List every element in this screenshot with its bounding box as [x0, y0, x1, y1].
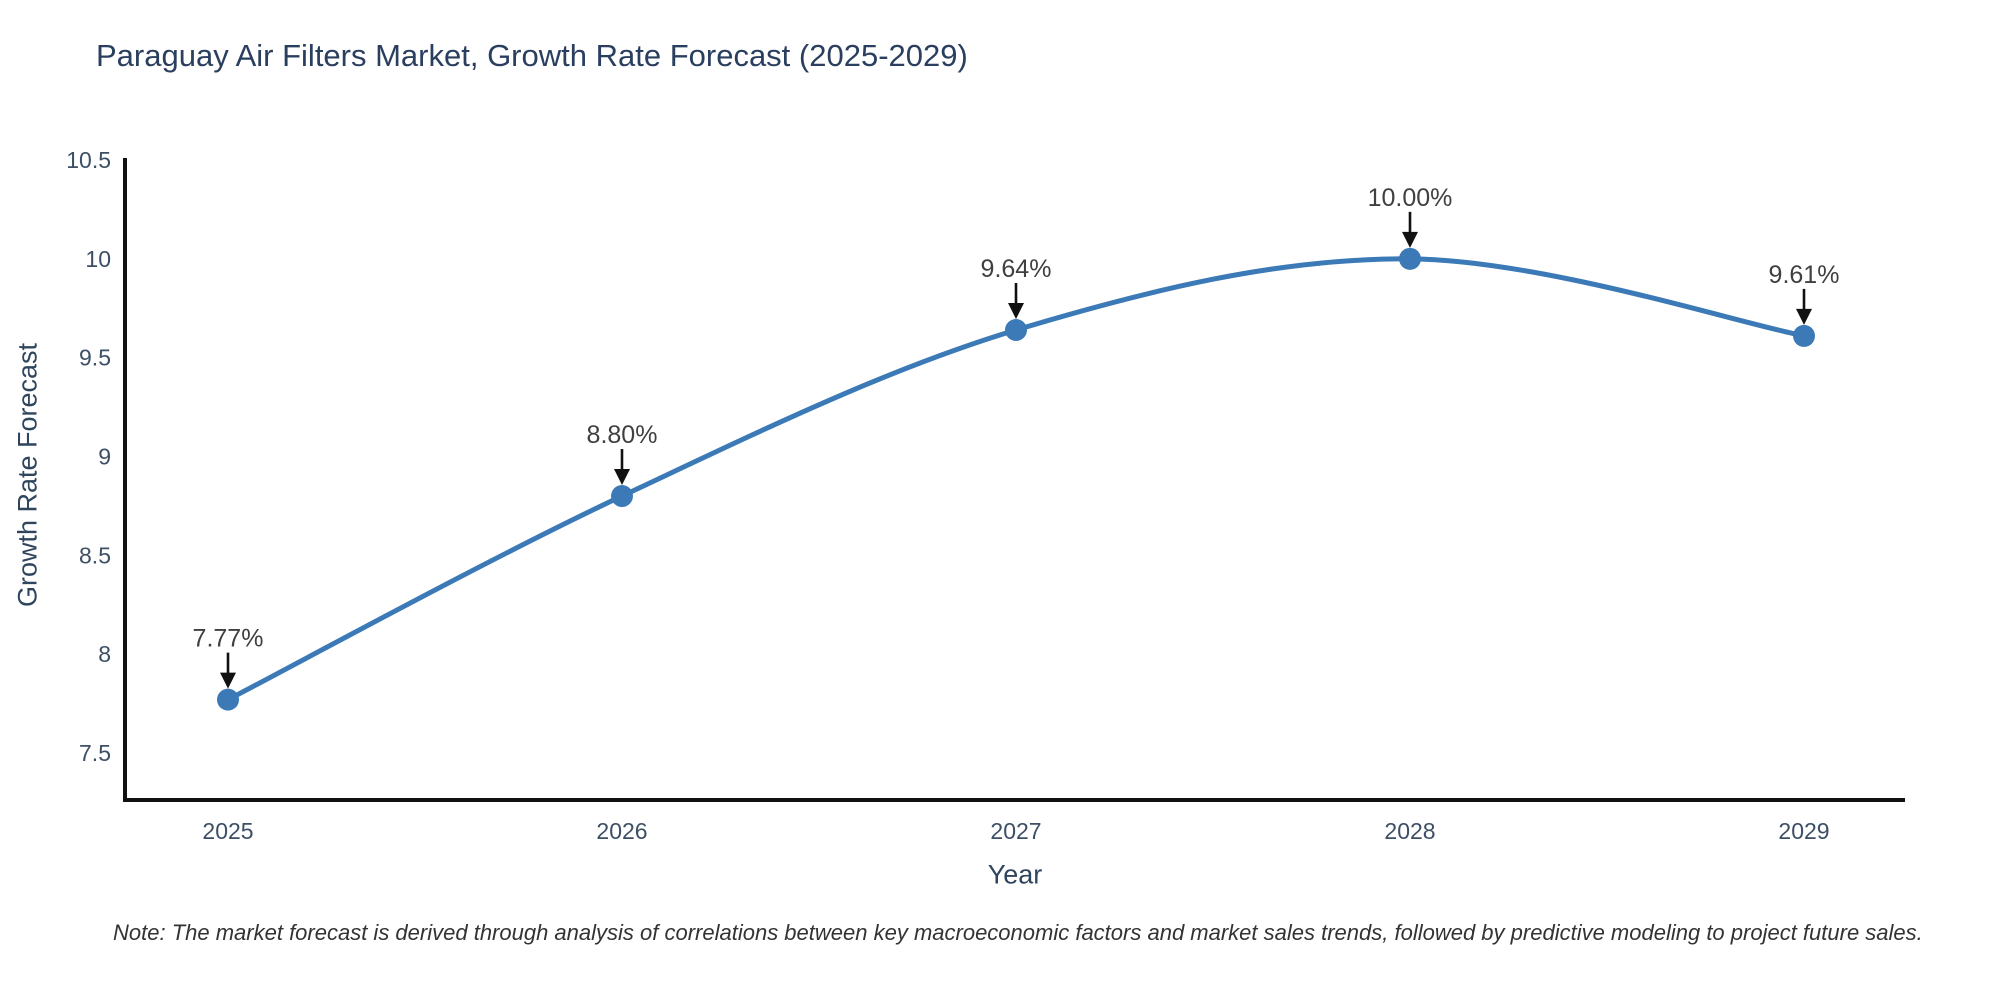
y-axis-title: Growth Rate Forecast: [12, 342, 43, 608]
x-axis-title: Year: [987, 859, 1043, 890]
data-point-value-label: 8.80%: [587, 421, 658, 449]
footnote: Note: The market forecast is derived thr…: [113, 920, 1923, 945]
annotation-arrowhead-icon: [220, 672, 236, 689]
annotation-arrowhead-icon: [1796, 308, 1812, 325]
data-point-marker: [217, 688, 239, 711]
y-tick-label: 9: [98, 444, 111, 470]
data-point-value-label: 9.61%: [1769, 261, 1840, 289]
x-tick-label: 2026: [596, 818, 647, 844]
chart-title: Paraguay Air Filters Market, Growth Rate…: [96, 38, 968, 73]
data-point-marker: [1399, 247, 1421, 270]
data-point-value-label: 9.64%: [981, 255, 1052, 283]
data-point-marker: [611, 485, 633, 508]
y-tick-label: 7.5: [79, 740, 111, 766]
annotation-arrowhead-icon: [1402, 231, 1418, 248]
x-tick-label: 2028: [1384, 818, 1435, 844]
y-tick-label: 10: [85, 246, 111, 272]
x-tick-label: 2027: [990, 818, 1041, 844]
y-tick-label: 8.5: [79, 542, 111, 568]
y-tick-label: 9.5: [79, 345, 111, 371]
data-point-value-label: 10.00%: [1368, 184, 1453, 212]
x-tick-label: 2029: [1778, 818, 1829, 844]
x-tick-label: 2025: [202, 818, 253, 844]
annotation-arrowhead-icon: [1008, 302, 1024, 319]
data-point-marker: [1793, 324, 1815, 347]
data-point-marker: [1005, 318, 1027, 341]
y-tick-label: 10.5: [66, 147, 111, 173]
data-point-value-label: 7.77%: [193, 625, 264, 653]
y-tick-label: 8: [98, 641, 111, 667]
annotation-arrowhead-icon: [614, 469, 630, 486]
